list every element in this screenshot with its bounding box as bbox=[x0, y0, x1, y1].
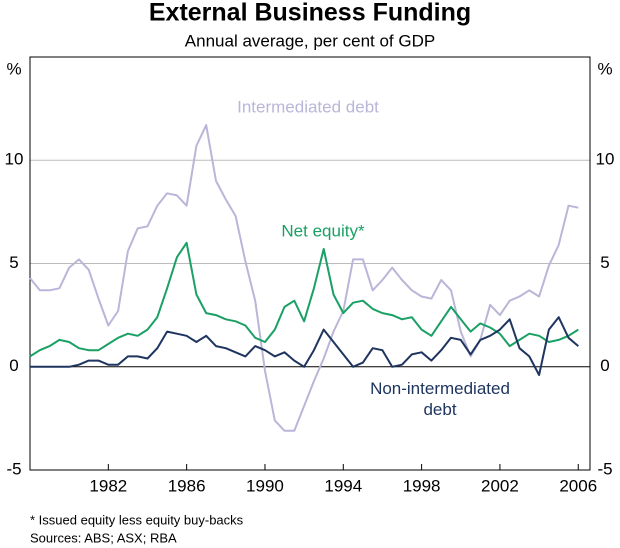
footnote: Sources: ABS; ASX; RBA bbox=[30, 530, 177, 545]
series-line bbox=[29, 241, 579, 358]
y2-tick-label: 10 bbox=[596, 150, 615, 169]
y-tick-label: -5 bbox=[6, 459, 21, 478]
y2-axis-label: % bbox=[597, 59, 612, 78]
x-tick-label: 2006 bbox=[559, 476, 597, 495]
series-label: Net equity* bbox=[281, 221, 365, 240]
plot-frame bbox=[29, 56, 591, 471]
series-label: Intermediated debt bbox=[237, 97, 379, 116]
series-line bbox=[29, 124, 579, 432]
y2-tick-label: 5 bbox=[600, 253, 609, 272]
series-line bbox=[30, 316, 579, 376]
x-tick-label: 1990 bbox=[246, 476, 284, 495]
x-tick-label: 1998 bbox=[403, 476, 441, 495]
y2-tick-label: 0 bbox=[600, 356, 609, 375]
footnote: * Issued equity less equity buy-backs bbox=[30, 512, 244, 527]
y-tick-label: 0 bbox=[9, 356, 18, 375]
series-label: Non-intermediated debt bbox=[370, 379, 510, 419]
y-tick-label: 10 bbox=[5, 150, 24, 169]
y-axis-label: % bbox=[6, 59, 21, 78]
x-tick-label: 2002 bbox=[481, 476, 519, 495]
x-tick-label: 1994 bbox=[324, 476, 362, 495]
x-tick-label: 1982 bbox=[89, 476, 127, 495]
chart-title: External Business Funding bbox=[149, 0, 471, 27]
x-tick-label: 1986 bbox=[168, 476, 206, 495]
chart-subtitle: Annual average, per cent of GDP bbox=[185, 31, 435, 50]
y-tick-label: 5 bbox=[9, 253, 18, 272]
y2-tick-label: -5 bbox=[597, 459, 612, 478]
